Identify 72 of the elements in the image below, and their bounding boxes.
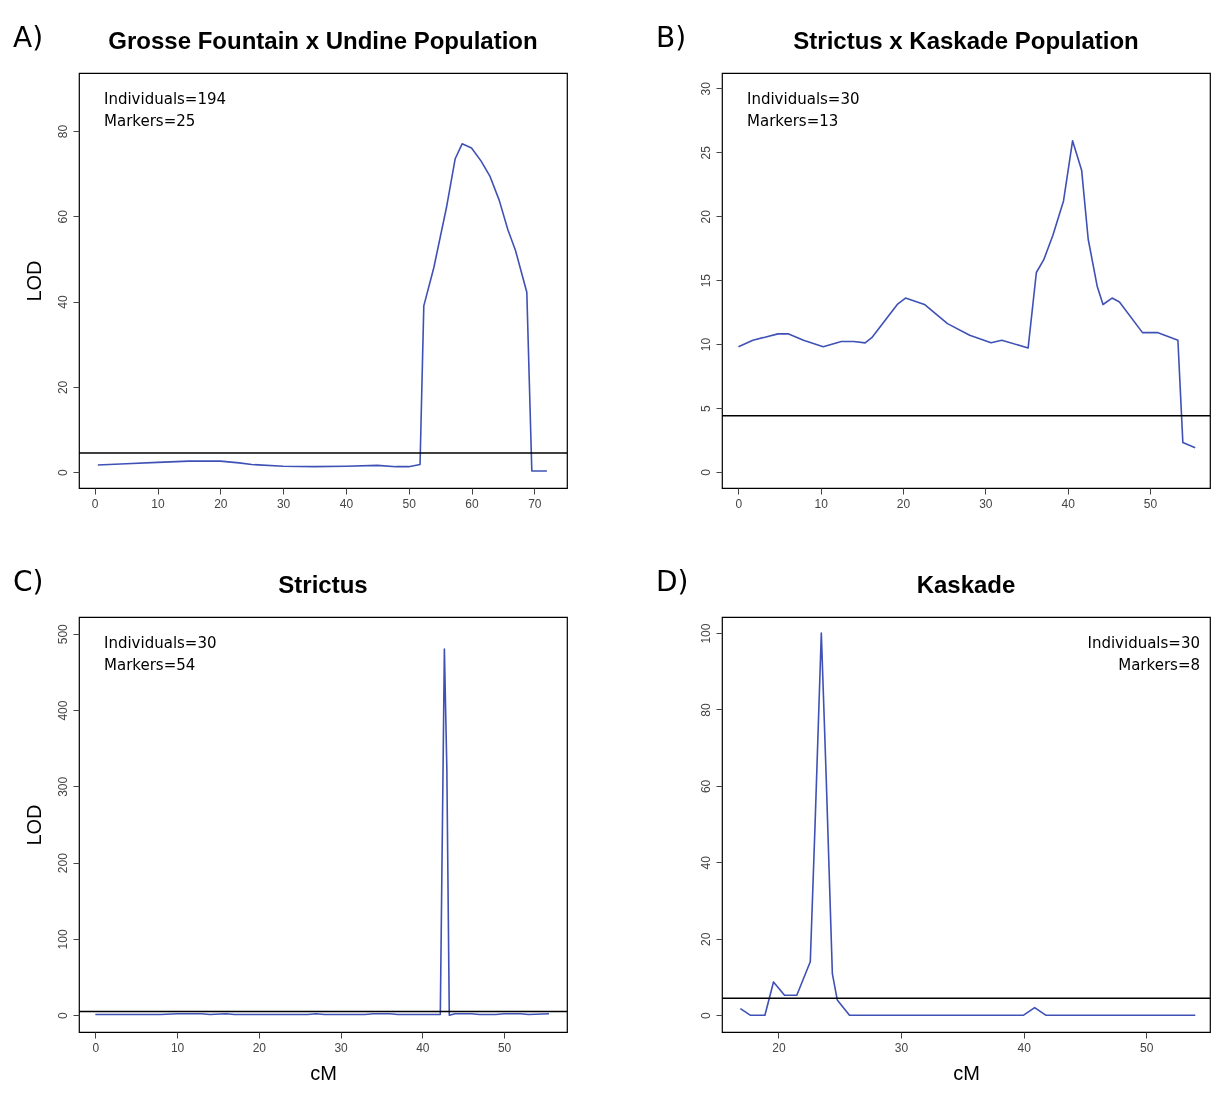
x-tick-label: 40 (1017, 1040, 1032, 1055)
x-tick-label: 0 (92, 1040, 100, 1055)
x-tick-label: 10 (151, 496, 165, 511)
x-tick-label: 20 (252, 1040, 267, 1055)
x-tick-label: 30 (276, 496, 291, 511)
annotation: Individuals=194 (104, 90, 227, 108)
annotation: Markers=25 (104, 112, 196, 130)
y-tick-label: 80 (698, 702, 713, 717)
y-tick-label: 40 (698, 855, 713, 870)
y-tick-label: 20 (698, 209, 713, 224)
line-series (737, 139, 1196, 449)
y-tick-label: 15 (698, 273, 713, 288)
x-tick-label: 50 (497, 1040, 512, 1055)
y-tick-label: 0 (698, 1012, 713, 1020)
line-series (94, 648, 550, 1017)
x-tick-label: 50 (402, 496, 417, 511)
x-tick-label: 40 (1061, 496, 1076, 511)
y-tick-label: 20 (55, 380, 70, 395)
y-tick-label: 100 (55, 929, 70, 950)
chart-title: Kaskade (916, 571, 1016, 598)
annotation: Markers=54 (104, 656, 196, 674)
y-tick-label: 60 (698, 779, 713, 794)
x-tick-label: 50 (1140, 1040, 1154, 1055)
x-tick-label: 0 (91, 496, 99, 511)
y-tick-label: 10 (698, 337, 713, 352)
chart-title: Grosse Fountain x Undine Population (108, 27, 538, 54)
x-axis-title: cM (310, 1061, 337, 1084)
x-tick-label: 40 (339, 496, 354, 511)
x-tick-label: 50 (1143, 496, 1158, 511)
y-tick-label: 60 (55, 209, 70, 224)
y-axis-title: LOD (22, 804, 45, 846)
y-tick-label: 0 (698, 468, 713, 476)
line-series (97, 143, 548, 472)
x-tick-label: 20 (772, 1040, 786, 1055)
x-tick-label: 20 (214, 496, 228, 511)
text: D) (656, 565, 689, 598)
annotation: Markers=8 (1118, 656, 1200, 674)
y-tick-label: 30 (698, 81, 713, 96)
x-tick-label: 30 (894, 1040, 909, 1055)
y-tick-label: 20 (698, 932, 713, 946)
x-tick-label: 0 (735, 496, 743, 511)
chart-title: Strictus (278, 571, 368, 598)
annotation: Individuals=30 (104, 634, 217, 652)
y-tick-label: 300 (55, 776, 70, 797)
y-tick-label: 100 (698, 623, 713, 644)
annotation: Markers=13 (747, 112, 839, 130)
text: B) (656, 21, 687, 54)
annotation: Individuals=30 (1087, 634, 1200, 652)
x-tick-label: 40 (416, 1040, 430, 1055)
y-tick-label: 40 (55, 295, 70, 309)
text: C) (13, 565, 44, 598)
y-tick-label: 200 (55, 852, 70, 874)
x-tick-label: 10 (814, 496, 829, 511)
y-tick-label: 25 (698, 145, 713, 160)
x-tick-label: 10 (170, 1040, 185, 1055)
y-tick-label: 5 (698, 404, 713, 412)
y-tick-label: 0 (55, 1012, 70, 1020)
x-axis-title: cM (953, 1061, 980, 1084)
annotation: Individuals=30 (747, 90, 860, 108)
x-tick-label: 70 (528, 496, 542, 511)
y-axis-title: LOD (22, 260, 45, 302)
y-tick-label: 500 (55, 623, 70, 645)
x-tick-label: 30 (334, 1040, 349, 1055)
x-tick-label: 20 (896, 496, 911, 511)
y-tick-label: 400 (55, 700, 70, 721)
text: A) (13, 21, 44, 54)
y-tick-label: 80 (55, 124, 70, 139)
y-tick-label: 0 (55, 469, 70, 477)
x-tick-label: 60 (465, 496, 480, 511)
line-series (739, 632, 1197, 1016)
chart-title: Strictus x Kaskade Population (793, 27, 1139, 54)
x-tick-label: 30 (979, 496, 993, 511)
